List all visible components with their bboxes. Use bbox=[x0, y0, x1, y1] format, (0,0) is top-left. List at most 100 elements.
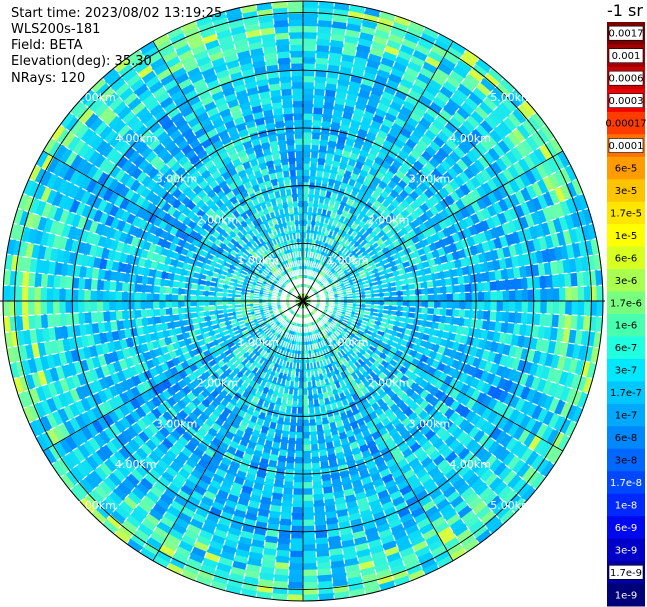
ppi-cell bbox=[527, 301, 535, 314]
ppi-cell bbox=[330, 315, 337, 321]
ppi-cell bbox=[438, 219, 449, 231]
ppi-cell bbox=[330, 165, 339, 175]
ppi-cell bbox=[96, 301, 104, 312]
ppi-cell bbox=[383, 84, 398, 96]
ppi-cell bbox=[384, 301, 392, 306]
ppi-cell bbox=[435, 113, 449, 127]
ppi-cell bbox=[316, 163, 325, 172]
ppi-cell bbox=[491, 214, 502, 228]
ppi-cell bbox=[415, 122, 429, 135]
ppi-cell bbox=[406, 317, 415, 325]
ppi-cell bbox=[485, 372, 497, 386]
ppi-cell bbox=[405, 138, 418, 150]
ppi-cell bbox=[363, 252, 372, 261]
ppi-cell bbox=[316, 169, 324, 178]
ppi-cell bbox=[346, 242, 354, 250]
ppi-cell bbox=[488, 270, 497, 282]
ppi-cell bbox=[408, 289, 416, 296]
ppi-cell bbox=[313, 94, 325, 103]
ppi-cell bbox=[557, 434, 571, 452]
ppi-cell bbox=[317, 267, 323, 274]
ppi-cell bbox=[339, 244, 347, 253]
ppi-cell bbox=[576, 315, 585, 331]
ppi-cell bbox=[507, 368, 518, 382]
ppi-cell bbox=[486, 330, 495, 342]
ppi-cell bbox=[537, 194, 549, 210]
ppi-cell bbox=[303, 531, 316, 540]
ppi-cell bbox=[372, 113, 385, 124]
ppi-cell bbox=[320, 247, 327, 256]
ppi-cell bbox=[303, 569, 318, 577]
ppi-cell bbox=[464, 283, 473, 293]
ppi-cell bbox=[540, 288, 548, 301]
ppi-cell bbox=[571, 389, 583, 407]
ppi-cell bbox=[351, 247, 360, 255]
ppi-cell bbox=[574, 226, 585, 243]
ppi-cell bbox=[339, 123, 351, 132]
ppi-cell bbox=[549, 327, 559, 342]
ppi-cell bbox=[465, 386, 477, 399]
ppi-cell bbox=[303, 419, 310, 427]
ppi-cell bbox=[552, 217, 564, 234]
ppi-cell bbox=[552, 431, 566, 449]
ppi-cell bbox=[476, 197, 488, 211]
ppi-cell bbox=[451, 276, 459, 286]
ppi-cell bbox=[454, 380, 465, 392]
ppi-cell bbox=[303, 50, 317, 58]
ppi-cell bbox=[319, 138, 329, 147]
ppi-cell bbox=[577, 286, 585, 301]
ppi-cell bbox=[303, 44, 317, 52]
ppi-cell bbox=[502, 116, 518, 132]
ppi-cell bbox=[33, 286, 41, 301]
ppi-cell bbox=[303, 219, 308, 227]
ppi-cell bbox=[480, 261, 489, 273]
ppi-cell bbox=[480, 370, 491, 383]
ppi-cell bbox=[338, 252, 346, 260]
ppi-cell bbox=[366, 152, 377, 162]
ppi-cell bbox=[524, 213, 536, 228]
ppi-cell bbox=[308, 181, 316, 190]
ppi-cell bbox=[494, 321, 503, 333]
ppi-cell bbox=[471, 291, 479, 301]
ppi-cell bbox=[335, 90, 348, 100]
ppi-cell bbox=[490, 290, 498, 301]
ppi-cell bbox=[96, 290, 104, 301]
ppi-cell bbox=[437, 271, 446, 280]
ppi-cell bbox=[446, 301, 454, 309]
ppi-cell bbox=[533, 288, 542, 301]
ppi-cell bbox=[426, 172, 439, 184]
ppi-cell bbox=[390, 291, 398, 297]
ppi-cell bbox=[534, 223, 546, 238]
ppi-cell bbox=[357, 266, 365, 273]
ppi-cell bbox=[504, 333, 514, 346]
ppi-cell bbox=[312, 258, 317, 266]
ppi-cell bbox=[308, 194, 315, 202]
ppi-cell bbox=[470, 282, 479, 293]
ppi-cell bbox=[303, 475, 313, 483]
ppi-cell bbox=[491, 86, 507, 103]
ppi-cell bbox=[309, 169, 317, 177]
ppi-cell bbox=[461, 78, 477, 93]
ppi-cell bbox=[512, 161, 526, 176]
ppi-cell bbox=[542, 191, 555, 207]
ppi-cell bbox=[504, 256, 514, 269]
ppi-cell bbox=[369, 146, 380, 157]
ppi-cell bbox=[548, 188, 561, 205]
ppi-cell bbox=[309, 163, 318, 171]
ppi-cell bbox=[326, 184, 334, 193]
ppi-cell bbox=[402, 72, 417, 84]
ppi-cell bbox=[580, 330, 590, 347]
ppi-cell bbox=[405, 94, 419, 107]
ppi-cell bbox=[399, 43, 416, 56]
ppi-cell bbox=[321, 120, 332, 129]
ppi-cell bbox=[336, 280, 344, 286]
ppi-cell bbox=[549, 260, 559, 275]
ppi-cell bbox=[515, 142, 529, 158]
ppi-cell bbox=[371, 297, 379, 301]
ppi-cell bbox=[412, 105, 426, 118]
ppi-cell bbox=[424, 161, 436, 173]
ppi-cell bbox=[519, 172, 532, 188]
ppi-cell bbox=[293, 475, 303, 483]
ppi-cell bbox=[590, 285, 598, 301]
ppi-cell bbox=[322, 281, 329, 287]
